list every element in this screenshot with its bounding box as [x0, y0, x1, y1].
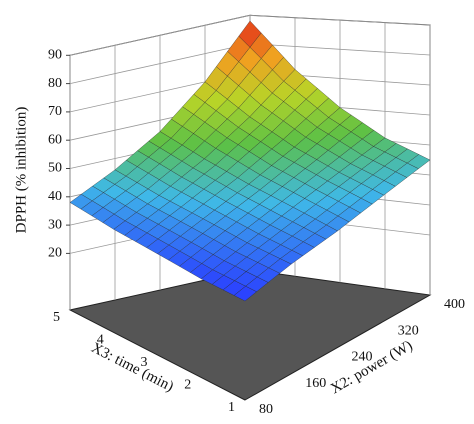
- surface-patch: [233, 285, 257, 302]
- z-axis-title: DPPH (% inhibition): [13, 107, 29, 234]
- y-tick-label: 2: [184, 378, 191, 393]
- z-tick-label: 30: [48, 217, 62, 232]
- z-tick-label: 90: [48, 48, 62, 63]
- x-tick-label: 400: [444, 297, 465, 312]
- z-tick-label: 60: [48, 132, 62, 147]
- y-tick-label: 1: [228, 400, 235, 415]
- x-axis-title: X2: power (W): [328, 338, 415, 398]
- z-tick-label: 40: [48, 189, 62, 204]
- z-tick-label: 80: [48, 76, 62, 91]
- y-tick-label: 4: [97, 333, 104, 348]
- x-tick-label: 80: [259, 402, 273, 417]
- y-tick-label: 5: [53, 310, 60, 325]
- x-tick-label: 160: [305, 376, 326, 391]
- z-tick-label: 20: [48, 246, 62, 261]
- x-tick-label: 320: [398, 323, 419, 338]
- y-tick-label: 3: [141, 355, 148, 370]
- x-tick-label: 240: [352, 350, 373, 365]
- z-tick-label: 70: [48, 104, 62, 119]
- z-tick-label: 50: [48, 161, 62, 176]
